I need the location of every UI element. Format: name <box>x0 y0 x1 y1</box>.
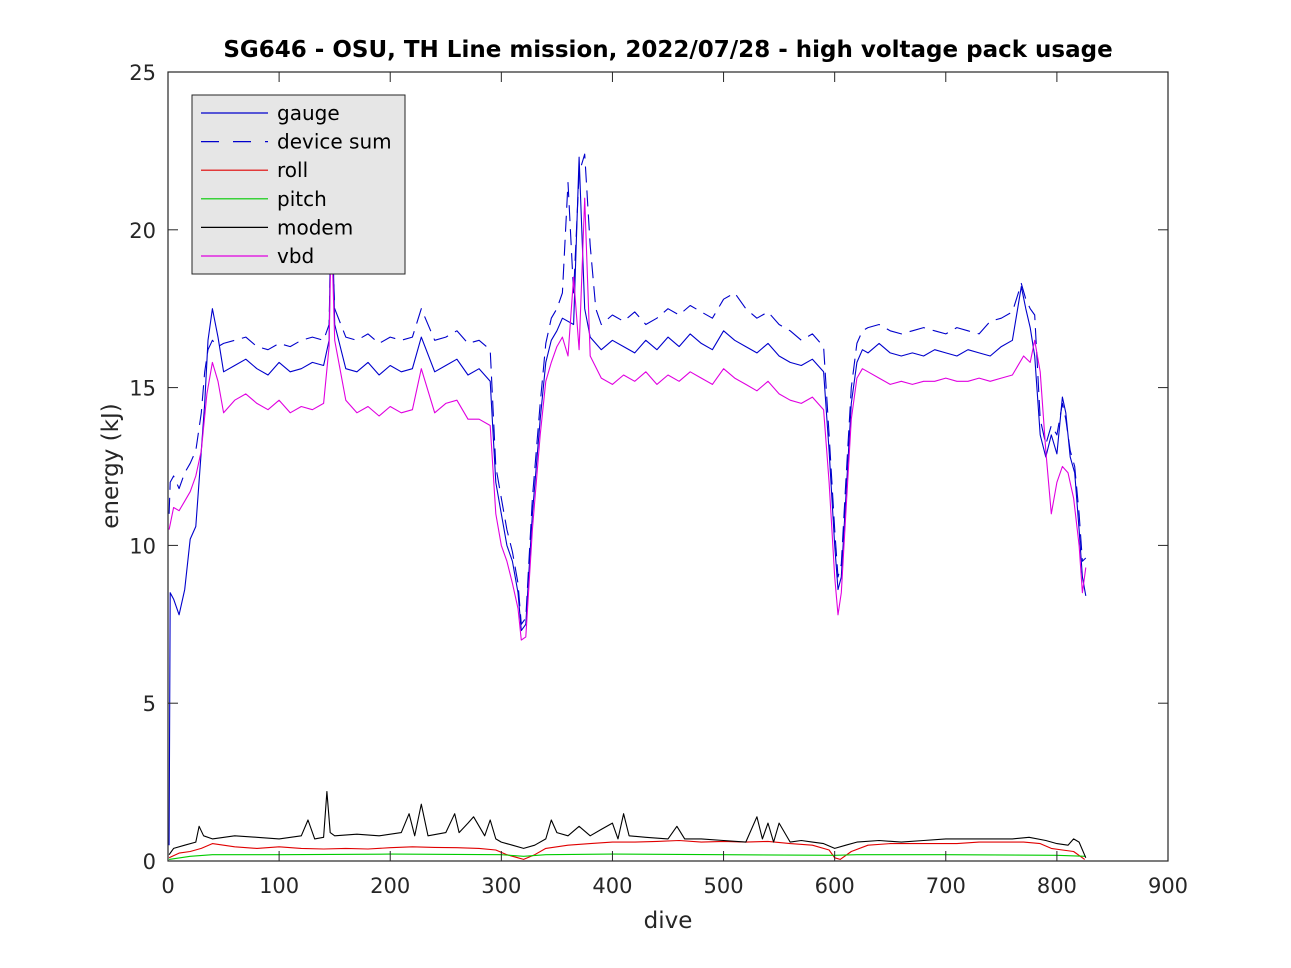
series-line-pitch <box>169 853 1086 860</box>
ticks-layer <box>167 71 1169 862</box>
x-tick-label: 400 <box>592 874 632 898</box>
x-axis-label: dive <box>644 908 693 934</box>
y-tick-label: 15 <box>129 377 156 401</box>
tick-labels-layer: 0 100 200 300 400 500 600 700 800 900 0 5 10 15 20 25 <box>129 61 1188 898</box>
x-tick-label: 700 <box>926 874 966 898</box>
series-layer <box>168 153 1087 860</box>
chart-title: SG646 - OSU, TH Line mission, 2022/07/28… <box>223 37 1112 63</box>
y-tick-label: 25 <box>129 61 156 85</box>
legend-label-modem: modem <box>277 215 353 239</box>
series-line-vbd <box>168 197 1087 641</box>
x-tick-label: 100 <box>259 874 299 898</box>
x-tick-label: 200 <box>370 874 410 898</box>
y-axis-label: energy (kJ) <box>98 403 124 529</box>
series-line-device-sum <box>168 153 1087 625</box>
series-line-modem <box>168 791 1087 859</box>
x-tick-label: 900 <box>1148 874 1188 898</box>
legend-label-pitch: pitch <box>277 187 327 211</box>
x-tick-label: 600 <box>815 874 855 898</box>
legend-label-roll: roll <box>277 158 308 182</box>
legend: gauge device sum roll pitch modem vbd <box>191 94 406 275</box>
x-tick-label: 300 <box>481 874 521 898</box>
series-line-roll <box>168 839 1086 860</box>
y-tick-label: 5 <box>143 692 156 716</box>
y-tick-label: 10 <box>129 534 156 558</box>
legend-box <box>191 94 406 275</box>
legend-entries: gauge device sum roll pitch modem vbd <box>201 101 392 268</box>
y-tick-label: 20 <box>129 219 156 243</box>
series-line-gauge <box>168 156 1087 846</box>
legend-label-vbd: vbd <box>277 244 314 268</box>
x-tick-label: 800 <box>1037 874 1077 898</box>
legend-label-device-sum: device sum <box>277 130 392 154</box>
x-tick-label: 0 <box>161 874 174 898</box>
legend-label-gauge: gauge <box>277 101 340 125</box>
y-tick-label: 0 <box>143 850 156 874</box>
axes-box <box>167 71 1169 862</box>
x-tick-label: 500 <box>704 874 744 898</box>
